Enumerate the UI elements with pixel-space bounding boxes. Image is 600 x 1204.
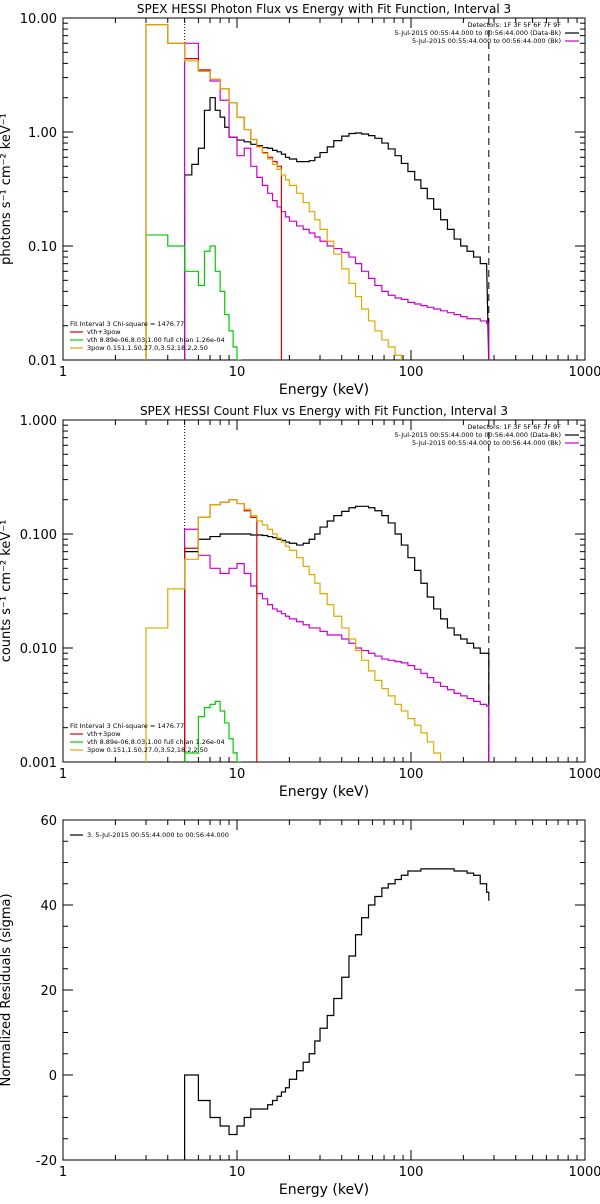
series-line-bk — [184, 528, 490, 762]
legend-entry: 3. 5-Jul-2015 00:55:44.000 to 00:56:44.0… — [87, 831, 229, 839]
legend-top-right: Detectors: 1F 3F 5F 6F 7F 9F5-Jul-2015 0… — [394, 21, 579, 45]
legend-entry: 3pow 0.151,1.50,27.0,3.52,18.2,2.50 — [87, 344, 208, 352]
x-axis-label: Energy (keV) — [279, 382, 369, 398]
y-tick-label: -20 — [36, 1154, 57, 1169]
y-tick-label: 20 — [40, 984, 57, 999]
series-line-vth — [184, 700, 242, 762]
series-line-bk — [184, 42, 490, 360]
y-tick-label: 0.01 — [28, 354, 57, 369]
series-line-3pow — [145, 499, 442, 762]
x-tick-label: 10 — [229, 365, 246, 380]
y-axis-label: counts s⁻¹ cm⁻² keV⁻¹ — [0, 520, 14, 663]
x-tick-label: 100 — [399, 767, 424, 782]
x-tick-label: 1000 — [568, 1165, 600, 1180]
legend-entry: 5-Jul-2015 00:55:44.000 to 00:56:44.000 … — [412, 439, 561, 447]
y-tick-label: 0.10 — [28, 240, 57, 255]
legend-entry: Detectors: 1F 3F 5F 6F 7F 9F — [467, 21, 561, 29]
legend-entry: vth+3pow — [87, 328, 121, 336]
legend-entry: Fit Interval 3 Chi-square = 1476.77 — [70, 722, 184, 730]
legend-bottom-left: Fit Interval 3 Chi-square = 1476.77vth+3… — [70, 320, 225, 352]
x-tick-label: 1000 — [568, 365, 600, 380]
legend-top-right: Detectors: 1F 3F 5F 6F 7F 9F5-Jul-2015 0… — [394, 423, 579, 447]
plot-area — [145, 24, 490, 360]
plot-area — [184, 868, 490, 1160]
y-tick-label: 0 — [49, 1069, 57, 1084]
legend-top-left: 3. 5-Jul-2015 00:55:44.000 to 00:56:44.0… — [70, 831, 229, 839]
plot-area — [145, 499, 490, 762]
y-tick-label: 1.000 — [20, 414, 57, 429]
x-tick-label: 1000 — [568, 767, 600, 782]
y-tick-label: 10.00 — [20, 12, 57, 27]
legend-entry: 5-Jul-2015 00:55:44.000 to 00:56:44.000 … — [412, 37, 561, 45]
axes-frame — [62, 17, 586, 361]
series-line-3-5-jul-2015-00-55-44-000-to-00-56-44-000 — [184, 868, 490, 1160]
series-line-vth-3pow — [184, 499, 258, 762]
y-axis-label: photons s⁻¹ cm⁻² keV⁻¹ — [0, 113, 14, 265]
y-axis-label: Normalized Residuals (sigma) — [0, 893, 14, 1086]
legend-entry: vth 8.89e-06,8.03,1.00 full chian 1.26e-… — [87, 336, 225, 344]
x-axis-label: Energy (keV) — [279, 1182, 369, 1198]
chart-title: SPEX HESSI Photon Flux vs Energy with Fi… — [137, 2, 511, 16]
x-tick-label: 100 — [399, 1165, 424, 1180]
x-axis-label: Energy (keV) — [279, 784, 369, 800]
y-tick-label: 1.00 — [28, 126, 57, 141]
legend-entry: Fit Interval 3 Chi-square = 1476.77 — [70, 320, 184, 328]
x-tick-label: 1 — [59, 1165, 67, 1180]
legend-bottom-left: Fit Interval 3 Chi-square = 1476.77vth+3… — [70, 722, 225, 754]
legend-entry: vth+3pow — [87, 730, 121, 738]
legend-entry: 5-Jul-2015 00:55:44.000 to 00:56:44.000 … — [394, 431, 561, 439]
legend-entry: vth 8.89e-06,8.03,1.00 full chian 1.26e-… — [87, 738, 225, 746]
series-line-data-bk — [184, 505, 490, 762]
y-tick-label: 0.100 — [20, 528, 57, 543]
x-tick-label: 100 — [399, 365, 424, 380]
series-line-vth-3pow — [145, 24, 283, 360]
axes-frame — [62, 419, 586, 763]
x-tick-label: 1 — [59, 365, 67, 380]
legend-entry: 3pow 0.151,1.50,27.0,3.52,18.2,2.50 — [87, 746, 208, 754]
y-tick-label: 0.010 — [20, 642, 57, 657]
series-line-3pow — [145, 24, 402, 360]
chart-title: SPEX HESSI Count Flux vs Energy with Fit… — [140, 404, 508, 418]
series-line-vth — [145, 234, 242, 360]
axes-frame — [62, 819, 586, 1161]
x-tick-label: 10 — [229, 767, 246, 782]
chart-panel-1: SPEX HESSI Photon Flux vs Energy with Fi… — [0, 2, 600, 398]
x-tick-label: 10 — [229, 1165, 246, 1180]
x-tick-label: 1 — [59, 767, 67, 782]
legend-entry: 5-Jul-2015 00:55:44.000 to 00:56:44.000 … — [394, 29, 561, 37]
y-tick-label: 60 — [40, 814, 57, 829]
legend-entry: Detectors: 1F 3F 5F 6F 7F 9F — [467, 423, 561, 431]
y-tick-label: 0.001 — [20, 756, 57, 771]
chart-panel-3: 1 10 100 1000 Energy (keV) -20 0 20 40 60 Normaliz… — [0, 814, 600, 1198]
y-tick-label: 40 — [40, 899, 57, 914]
chart-panel-2: SPEX HESSI Count Flux vs Energy with Fit… — [0, 404, 600, 800]
